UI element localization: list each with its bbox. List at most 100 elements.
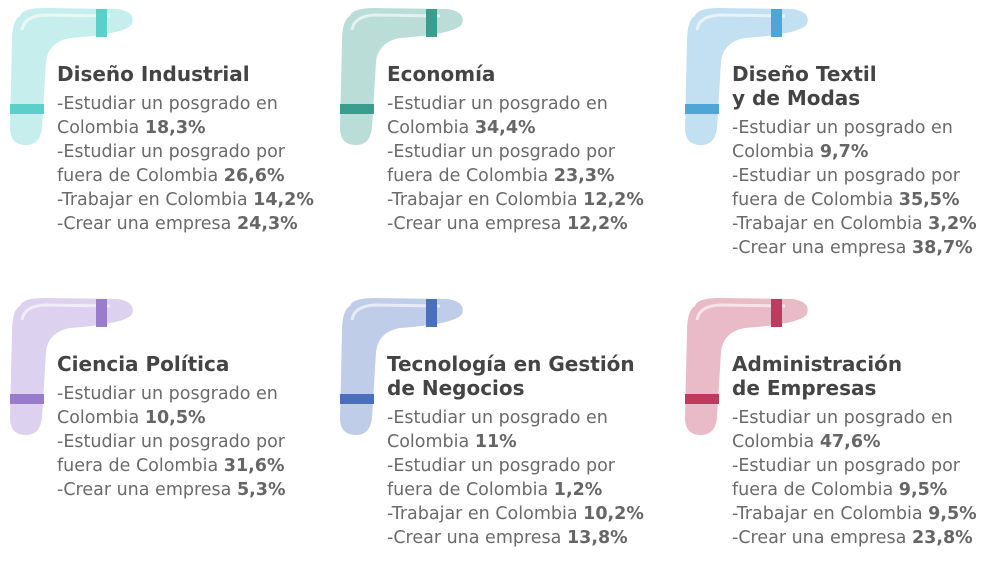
- item-line: -Estudiar un posgrado en: [387, 406, 644, 430]
- item-value: 47,6%: [819, 432, 881, 452]
- item-line: -Trabajar en Colombia 12,2%: [387, 188, 644, 212]
- item: -Trabajar en Colombia 12,2%: [387, 188, 644, 212]
- item-value: 18,3%: [144, 118, 206, 138]
- item-label: -Trabajar en Colombia: [732, 214, 923, 234]
- item: -Crear una empresa 5,3%: [57, 478, 286, 502]
- card-body: Ciencia Política -Estudiar un posgrado en…: [57, 352, 286, 502]
- item: -Estudiar un posgrado en Colombia 18,3%: [57, 92, 314, 140]
- title-line: Diseño Industrial: [57, 62, 250, 86]
- item: -Estudiar un posgrado por fuera de Colomb…: [387, 454, 644, 502]
- item: -Estudiar un posgrado en Colombia 10,5%: [57, 382, 286, 430]
- item-value: 13,8%: [566, 528, 628, 548]
- item-label: fuera de Colombia: [387, 480, 549, 500]
- item-label: -Estudiar un posgrado en: [387, 94, 608, 114]
- item-line: -Estudiar un posgrado por: [57, 430, 286, 454]
- item-label: Colombia: [57, 118, 140, 138]
- item-label: -Estudiar un posgrado por: [732, 456, 960, 476]
- item-value: 12,2%: [566, 214, 628, 234]
- item-value: 5,3%: [236, 480, 286, 500]
- item-line: -Trabajar en Colombia 3,2%: [732, 212, 977, 236]
- item-line: -Trabajar en Colombia 9,5%: [732, 502, 977, 526]
- item-label: -Crear una empresa: [732, 238, 907, 258]
- item-label: -Estudiar un posgrado en: [57, 384, 278, 404]
- item: -Estudiar un posgrado en Colombia 34,4%: [387, 92, 644, 140]
- item-label: -Trabajar en Colombia: [387, 504, 578, 524]
- item-value: 23,8%: [911, 528, 973, 548]
- title-line: Economía: [387, 62, 496, 86]
- card-title: Ciencia Política: [57, 352, 286, 376]
- item: -Trabajar en Colombia 14,2%: [57, 188, 314, 212]
- title-line: Administración: [732, 352, 903, 376]
- title-line: Diseño Textil: [732, 62, 877, 86]
- item-line: fuera de Colombia 23,3%: [387, 164, 644, 188]
- item-value: 31,6%: [223, 456, 285, 476]
- item-line: -Crear una empresa 13,8%: [387, 526, 644, 550]
- boomerang-band: [426, 9, 437, 37]
- item-label: -Estudiar un posgrado por: [732, 166, 960, 186]
- item: -Trabajar en Colombia 9,5%: [732, 502, 977, 526]
- item-line: Colombia 18,3%: [57, 116, 314, 140]
- item-label: -Crear una empresa: [387, 214, 562, 234]
- item-value: 34,4%: [474, 118, 536, 138]
- item-line: -Crear una empresa 12,2%: [387, 212, 644, 236]
- card-title: Economía: [387, 62, 644, 86]
- item-line: -Estudiar un posgrado por: [732, 164, 977, 188]
- boomerang: [10, 298, 133, 435]
- item-label: Colombia: [57, 408, 140, 428]
- item-label: -Trabajar en Colombia: [732, 504, 923, 524]
- card-title: Diseño Textil y de Modas: [732, 62, 977, 110]
- title-line: y de Modas: [732, 86, 861, 110]
- item-label: fuera de Colombia: [732, 190, 894, 210]
- item-line: fuera de Colombia 26,6%: [57, 164, 314, 188]
- boomerang-band: [96, 299, 107, 327]
- card: Administración de Empresas -Estudiar un po…: [675, 290, 993, 570]
- card-body: Administración de Empresas -Estudiar un po…: [732, 352, 977, 550]
- item-line: -Estudiar un posgrado en: [57, 92, 314, 116]
- item-line: Colombia 11%: [387, 430, 644, 454]
- item-line: -Crear una empresa 23,8%: [732, 526, 977, 550]
- boomerang-band: [771, 9, 782, 37]
- item-value: 9,7%: [819, 142, 869, 162]
- card-title: Diseño Industrial: [57, 62, 314, 86]
- boomerang-band: [96, 9, 107, 37]
- item-line: Colombia 10,5%: [57, 406, 286, 430]
- item-label: Colombia: [732, 432, 815, 452]
- item: -Estudiar un posgrado en Colombia 47,6%: [732, 406, 977, 454]
- item-value: 23,3%: [553, 166, 615, 186]
- item: -Crear una empresa 12,2%: [387, 212, 644, 236]
- item-line: -Estudiar un posgrado por: [57, 140, 314, 164]
- card-body: Diseño Textil y de Modas -Estudiar un posg…: [732, 62, 977, 260]
- item-line: -Estudiar un posgrado en: [57, 382, 286, 406]
- item: -Estudiar un posgrado por fuera de Colomb…: [57, 140, 314, 188]
- item-label: -Crear una empresa: [732, 528, 907, 548]
- card: Diseño Textil y de Modas -Estudiar un posg…: [675, 0, 993, 280]
- boomerang: [685, 298, 808, 435]
- item: -Crear una empresa 38,7%: [732, 236, 977, 260]
- item-line: -Trabajar en Colombia 10,2%: [387, 502, 644, 526]
- boomerang-band: [426, 299, 437, 327]
- item-value: 24,3%: [236, 214, 298, 234]
- item: -Estudiar un posgrado por fuera de Colomb…: [732, 454, 977, 502]
- item-label: Colombia: [387, 118, 470, 138]
- title-line: Ciencia Política: [57, 352, 230, 376]
- item-line: -Estudiar un posgrado en: [387, 92, 644, 116]
- item-line: -Crear una empresa 38,7%: [732, 236, 977, 260]
- item-label: -Estudiar un posgrado por: [387, 142, 615, 162]
- card: Economía -Estudiar un posgrado en Colombia…: [330, 0, 650, 280]
- item-value: 1,2%: [553, 480, 603, 500]
- item: -Crear una empresa 23,8%: [732, 526, 977, 550]
- card-body: Economía -Estudiar un posgrado en Colombia…: [387, 62, 644, 236]
- item-value: 9,5%: [928, 504, 977, 524]
- item-line: -Estudiar un posgrado en: [732, 116, 977, 140]
- title-line: de Negocios: [387, 376, 525, 400]
- title-line: Tecnología en Gestión: [387, 352, 635, 376]
- card-body: Diseño Industrial -Estudiar un posgrado e…: [57, 62, 314, 236]
- card-title: Tecnología en Gestión de Negocios: [387, 352, 644, 400]
- item-label: -Trabajar en Colombia: [387, 190, 578, 210]
- item: -Estudiar un posgrado por fuera de Colomb…: [732, 164, 977, 212]
- item-label: -Crear una empresa: [387, 528, 562, 548]
- boomerang-band: [340, 104, 374, 114]
- item: -Crear una empresa 24,3%: [57, 212, 314, 236]
- item-label: fuera de Colombia: [57, 456, 219, 476]
- item-label: -Crear una empresa: [57, 214, 232, 234]
